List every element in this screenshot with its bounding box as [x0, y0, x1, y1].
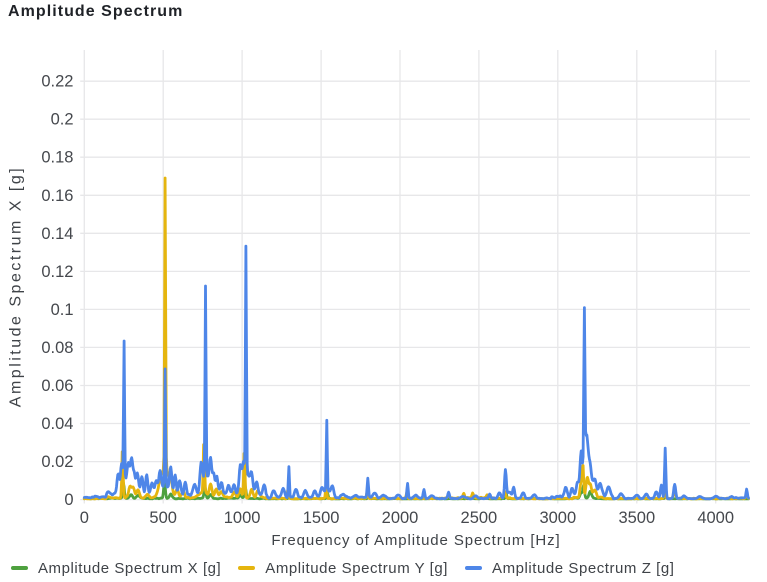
svg-text:0.14: 0.14 [41, 225, 73, 243]
svg-text:0.16: 0.16 [41, 187, 73, 205]
svg-text:3000: 3000 [539, 509, 576, 527]
svg-text:0.2: 0.2 [51, 111, 74, 129]
svg-text:4000: 4000 [697, 509, 734, 527]
svg-text:0.12: 0.12 [41, 263, 73, 281]
svg-text:Frequency of Amplitude Spectru: Frequency of Amplitude Spectrum [Hz] [271, 532, 560, 549]
svg-text:1000: 1000 [224, 509, 261, 527]
svg-text:0.02: 0.02 [41, 453, 73, 471]
svg-text:0.04: 0.04 [41, 415, 73, 433]
svg-text:0.06: 0.06 [41, 377, 73, 395]
svg-text:0: 0 [80, 509, 89, 527]
svg-text:Amplitude Spectrum X [g]: Amplitude Spectrum X [g] [8, 166, 25, 407]
svg-text:0.1: 0.1 [51, 301, 74, 319]
svg-text:3500: 3500 [618, 509, 655, 527]
svg-text:0.18: 0.18 [41, 149, 73, 167]
svg-text:0.22: 0.22 [41, 73, 73, 91]
svg-text:0: 0 [64, 491, 73, 509]
svg-text:1500: 1500 [303, 509, 340, 527]
svg-text:0.08: 0.08 [41, 339, 73, 357]
svg-text:500: 500 [149, 509, 177, 527]
svg-text:2500: 2500 [461, 509, 498, 527]
svg-text:2000: 2000 [382, 509, 419, 527]
